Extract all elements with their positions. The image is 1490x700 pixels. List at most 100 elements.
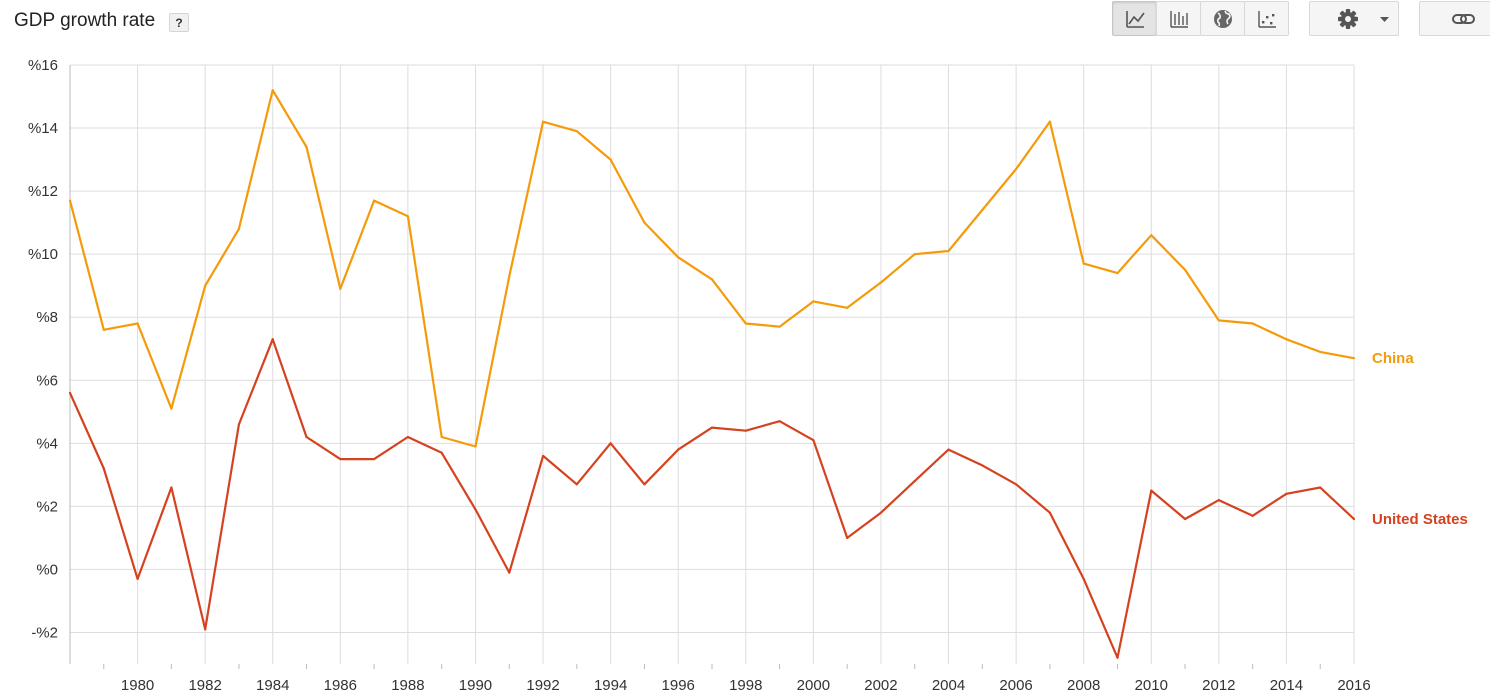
chevron-down-icon	[1380, 17, 1389, 22]
china-data-point	[981, 208, 984, 212]
united-states-series-line	[68, 338, 1355, 659]
china-data-point	[609, 158, 612, 161]
united-states-data-point	[575, 483, 578, 486]
china-data-point	[102, 328, 105, 331]
china-data-point	[744, 322, 747, 325]
x-tick-label: 2006	[999, 677, 1032, 694]
china-data-point	[947, 249, 950, 253]
gear-icon	[1338, 9, 1389, 29]
bar-chart-button[interactable]	[1156, 1, 1201, 36]
united-states-data-point	[541, 454, 545, 458]
united-states-series-label: United States	[1372, 511, 1468, 528]
china-data-point	[1082, 262, 1085, 265]
united-states-data-point	[846, 536, 849, 539]
x-tick-label: 2016	[1337, 677, 1370, 694]
china-data-point	[1251, 322, 1254, 325]
china-data-point	[1150, 234, 1153, 237]
china-data-point	[643, 221, 646, 224]
china-data-point	[440, 435, 443, 439]
y-tick-label: %6	[36, 372, 58, 389]
china-data-point	[1285, 338, 1288, 341]
globe-icon	[1214, 10, 1232, 28]
link-icon	[1452, 14, 1475, 24]
united-states-data-point	[170, 486, 173, 489]
china-data-point	[1048, 120, 1051, 123]
china-data-point	[677, 256, 680, 259]
china-data-point	[339, 287, 342, 290]
x-tick-label: 1992	[526, 677, 559, 694]
x-tick-label: 2002	[864, 677, 897, 694]
united-states-data-point	[1183, 517, 1187, 521]
y-tick-label: %8	[36, 309, 58, 326]
x-tick-label: 1994	[594, 677, 627, 694]
china-data-point	[879, 281, 883, 284]
scatter-chart-button[interactable]	[1244, 1, 1289, 36]
united-states-data-point	[677, 448, 680, 451]
united-states-data-point	[1082, 577, 1085, 580]
china-data-point	[575, 130, 578, 133]
x-tick-label: 2012	[1202, 677, 1235, 694]
x-tick-label: 2004	[932, 677, 965, 694]
united-states-data-point	[913, 480, 916, 483]
united-states-data-point	[609, 442, 612, 445]
united-states-data-point	[710, 426, 714, 429]
united-states-data-point	[643, 483, 646, 486]
china-data-point	[812, 300, 815, 303]
united-states-data-point	[812, 439, 815, 442]
china-data-point	[1352, 357, 1356, 360]
china-data-point	[1217, 319, 1220, 322]
china-data-point	[474, 445, 477, 448]
x-tick-label: 2008	[1067, 677, 1100, 694]
x-tick-label: 1980	[121, 677, 154, 694]
y-tick-label: %10	[28, 246, 58, 263]
china-data-point	[913, 253, 916, 256]
china-data-point	[1183, 268, 1187, 272]
united-states-data-point	[981, 464, 984, 467]
united-states-data-point	[1285, 492, 1288, 495]
y-tick-label: %12	[28, 183, 58, 200]
united-states-data-point	[1048, 511, 1051, 514]
china-data-point	[373, 199, 376, 202]
china-data-point	[170, 407, 173, 410]
settings-button[interactable]	[1309, 1, 1399, 36]
united-states-data-point	[440, 451, 443, 454]
china-data-point	[1319, 350, 1322, 353]
united-states-data-point	[305, 435, 308, 439]
help-button[interactable]: ?	[169, 13, 189, 32]
china-data-point	[237, 227, 241, 231]
united-states-data-point	[508, 571, 511, 574]
united-states-data-point	[1116, 656, 1119, 659]
china-data-point	[68, 199, 72, 202]
x-tick-label: 2010	[1135, 677, 1168, 694]
x-tick-label: 2000	[797, 677, 830, 694]
y-tick-label: %16	[28, 57, 58, 74]
page-title: GDP growth rate	[14, 10, 156, 31]
china-data-point	[136, 322, 139, 325]
united-states-data-point	[1251, 514, 1254, 517]
united-states-data-point	[1352, 517, 1356, 521]
united-states-data-point	[102, 467, 105, 470]
united-states-data-point	[1015, 483, 1018, 486]
china-data-point	[508, 275, 511, 278]
y-tick-label: %14	[28, 120, 58, 137]
united-states-data-point	[744, 429, 747, 432]
united-states-data-point	[879, 511, 883, 514]
y-tick-label: %2	[36, 498, 58, 515]
china-data-point	[204, 284, 207, 287]
x-tick-label: 1982	[188, 677, 221, 694]
china-data-point	[1116, 271, 1119, 275]
china-data-point	[541, 120, 545, 123]
united-states-data-point	[339, 457, 342, 461]
united-states-data-point	[136, 577, 139, 580]
x-tick-label: 1990	[459, 677, 492, 694]
china-series-line	[68, 89, 1355, 448]
bar-chart-icon	[1170, 11, 1188, 28]
china-data-point	[305, 145, 308, 149]
united-states-data-point	[1150, 489, 1153, 492]
line-chart-button[interactable]	[1112, 1, 1157, 36]
united-states-data-point	[237, 423, 241, 426]
share-link-button[interactable]	[1419, 1, 1490, 36]
y-tick-label: %4	[36, 435, 58, 452]
